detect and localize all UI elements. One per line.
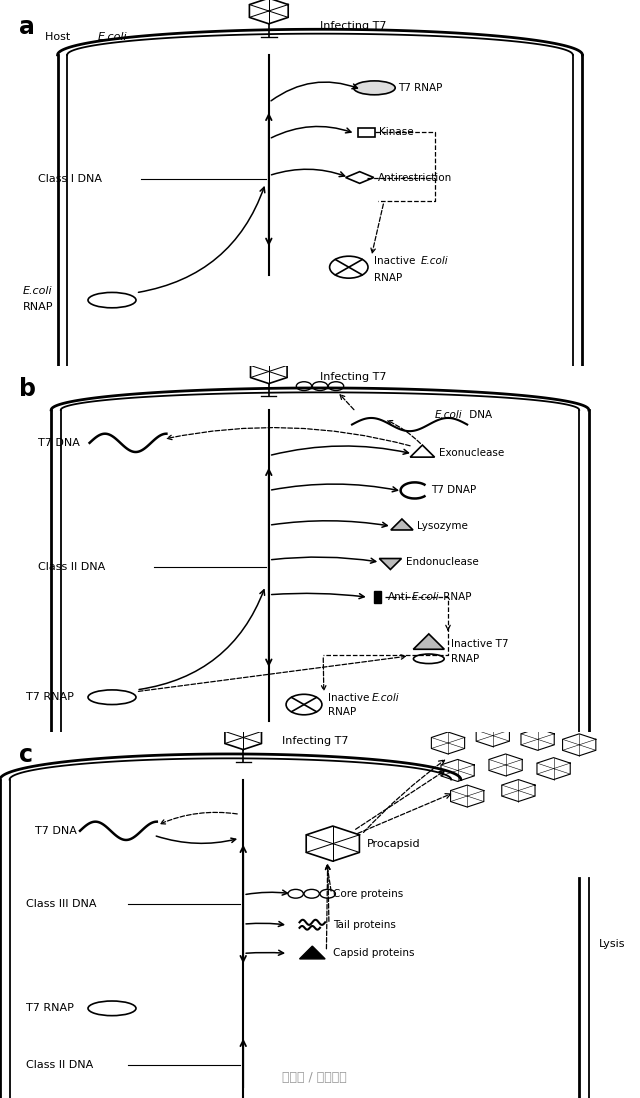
Text: Lysozyme: Lysozyme (417, 522, 468, 531)
Text: Procapsid: Procapsid (367, 839, 420, 849)
FancyArrowPatch shape (356, 771, 445, 829)
Polygon shape (380, 559, 401, 570)
Text: E.coli: E.coli (420, 256, 448, 266)
FancyArrowPatch shape (271, 126, 351, 138)
FancyArrowPatch shape (326, 865, 331, 890)
Polygon shape (413, 634, 444, 649)
Text: Endonuclease: Endonuclease (406, 557, 479, 568)
Bar (358, 127, 375, 137)
Text: RNAP: RNAP (328, 707, 356, 717)
Text: T7 RNAP: T7 RNAP (26, 692, 74, 703)
FancyArrowPatch shape (271, 520, 387, 527)
FancyArrowPatch shape (138, 654, 406, 692)
Text: Exonuclease: Exonuclease (439, 448, 504, 458)
Text: T7 DNAP: T7 DNAP (431, 485, 477, 495)
Text: Class II DNA: Class II DNA (38, 562, 106, 572)
FancyArrowPatch shape (167, 427, 410, 446)
Text: a: a (19, 14, 35, 38)
Text: T7 RNAP: T7 RNAP (398, 82, 442, 93)
Text: Lysis: Lysis (598, 939, 625, 950)
FancyArrowPatch shape (326, 865, 330, 921)
FancyArrowPatch shape (388, 421, 420, 444)
FancyArrowPatch shape (246, 950, 284, 955)
Text: Tail proteins: Tail proteins (333, 920, 396, 930)
Text: T7 DNA: T7 DNA (38, 438, 80, 448)
FancyArrowPatch shape (271, 82, 357, 101)
Text: Infecting T7: Infecting T7 (282, 736, 348, 747)
FancyArrowPatch shape (364, 760, 445, 832)
Text: E.coli: E.coli (372, 693, 399, 704)
Text: Inactive T7: Inactive T7 (451, 639, 509, 649)
Text: RNAP: RNAP (22, 302, 53, 313)
Text: Antirestriction: Antirestriction (378, 172, 452, 182)
FancyArrowPatch shape (446, 625, 450, 630)
FancyArrowPatch shape (358, 794, 451, 833)
Text: 头条号 / 生物极客: 头条号 / 生物极客 (282, 1072, 346, 1085)
FancyArrowPatch shape (340, 394, 354, 410)
FancyArrowPatch shape (271, 484, 397, 492)
Text: RNAP: RNAP (440, 592, 472, 603)
FancyArrowPatch shape (138, 188, 265, 292)
Text: RNAP: RNAP (451, 653, 479, 664)
Text: Core proteins: Core proteins (333, 888, 403, 899)
Bar (374, 592, 381, 603)
Polygon shape (391, 519, 413, 530)
Text: T7 RNAP: T7 RNAP (26, 1004, 74, 1013)
Polygon shape (300, 946, 325, 959)
FancyArrowPatch shape (271, 593, 364, 598)
Ellipse shape (353, 81, 396, 94)
Text: Class II DNA: Class II DNA (26, 1060, 93, 1071)
Text: RNAP: RNAP (374, 273, 403, 283)
Text: Capsid proteins: Capsid proteins (333, 948, 414, 957)
Text: Class III DNA: Class III DNA (26, 899, 96, 909)
Text: Kinase: Kinase (379, 127, 413, 137)
FancyArrowPatch shape (371, 204, 383, 253)
FancyArrowPatch shape (161, 813, 237, 824)
FancyArrowPatch shape (246, 921, 284, 927)
Text: Infecting T7: Infecting T7 (320, 21, 387, 31)
Text: Host: Host (45, 32, 74, 42)
Text: E.coli: E.coli (435, 411, 463, 421)
FancyArrowPatch shape (246, 890, 287, 895)
Text: Anti-: Anti- (388, 592, 412, 603)
Text: Infecting T7: Infecting T7 (320, 372, 387, 382)
FancyArrowPatch shape (271, 169, 344, 177)
Text: E.coli: E.coli (22, 285, 52, 296)
Text: DNA: DNA (466, 411, 492, 421)
Text: E.coli: E.coli (98, 32, 127, 42)
Text: b: b (19, 377, 36, 401)
FancyArrowPatch shape (271, 557, 376, 563)
FancyArrowPatch shape (325, 865, 330, 949)
Text: Inactive: Inactive (374, 256, 419, 266)
Text: Inactive: Inactive (328, 693, 373, 704)
Text: c: c (19, 743, 33, 768)
FancyArrowPatch shape (139, 590, 264, 690)
FancyArrowPatch shape (321, 658, 326, 691)
Text: Class I DNA: Class I DNA (38, 175, 102, 184)
FancyArrowPatch shape (271, 446, 408, 455)
FancyArrowPatch shape (156, 836, 236, 843)
Text: E.coli: E.coli (412, 592, 440, 603)
Text: T7 DNA: T7 DNA (35, 826, 77, 836)
